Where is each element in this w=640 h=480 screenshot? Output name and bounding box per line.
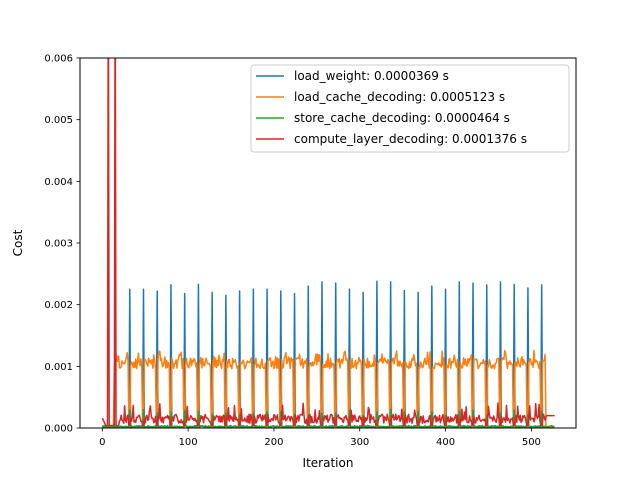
y-tick-label: 0.006 (44, 54, 73, 65)
legend-label: load_cache_decoding: 0.0005123 s (294, 90, 505, 104)
legend-frame (250, 64, 570, 153)
series-layer (101, 58, 555, 428)
x-tick-label: 500 (522, 437, 541, 448)
y-axis-label: Cost (11, 229, 25, 256)
y-axis: 0.000 0.001 0.002 0.003 0.004 0.005 0.006 (44, 54, 80, 435)
x-tick-label: 400 (436, 437, 455, 448)
y-tick-label: 0.003 (44, 239, 73, 250)
legend-label: compute_layer_decoding: 0.0001376 s (294, 132, 527, 146)
series-load-cache-decoding (101, 349, 555, 428)
x-tick-label: 200 (264, 437, 283, 448)
x-tick-label: 300 (350, 437, 369, 448)
y-tick-label: 0.004 (44, 177, 73, 188)
y-tick-label: 0.000 (44, 424, 73, 435)
series-store-cache-decoding (101, 408, 555, 428)
y-tick-label: 0.005 (44, 115, 73, 126)
series-compute-layer-decoding (101, 58, 555, 427)
x-tick-label: 0 (99, 437, 105, 448)
y-tick-label: 0.001 (44, 362, 73, 373)
legend-label: load_weight: 0.0000369 s (294, 69, 449, 83)
y-tick-label: 0.002 (44, 300, 73, 311)
x-axis: 0 100 200 300 400 500 (99, 428, 541, 448)
x-tick-label: 100 (179, 437, 198, 448)
legend: load_weight: 0.0000369 s load_cache_decod… (250, 64, 570, 153)
x-axis-label: Iteration (303, 456, 354, 470)
legend-label: store_cache_decoding: 0.0000464 s (294, 111, 510, 125)
